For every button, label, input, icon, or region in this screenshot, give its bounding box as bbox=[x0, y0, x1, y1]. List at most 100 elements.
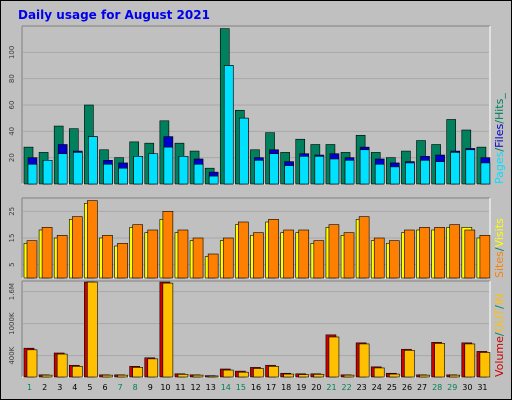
ytick-label-hits-files-pages: 100 bbox=[8, 46, 16, 59]
ytick-label-hits-files-pages: 20 bbox=[8, 153, 16, 162]
legend-entry: / bbox=[493, 148, 506, 152]
bar-hits-files-pages-pages-day-26 bbox=[405, 162, 415, 185]
bar-volume-out-day-7 bbox=[117, 374, 128, 378]
bar-hits-files-pages-pages-day-15 bbox=[239, 117, 249, 185]
day-label-24: 24 bbox=[372, 383, 382, 392]
day-label-13: 13 bbox=[206, 383, 216, 392]
bar-visits-sites-sites-day-14 bbox=[222, 237, 234, 279]
bar-hits-files-pages-pages-day-10 bbox=[163, 146, 174, 185]
bar-visits-sites-sites-day-3 bbox=[56, 235, 68, 279]
bar-visits-sites-sites-day-27 bbox=[419, 227, 430, 279]
bar-visits-sites-sites-day-2 bbox=[41, 227, 53, 279]
bar-hits-files-pages-pages-day-17 bbox=[269, 153, 279, 185]
bar-hits-files-pages-pages-day-3 bbox=[57, 153, 68, 185]
legend-entry: Volume bbox=[493, 336, 506, 377]
bar-volume-out-day-5 bbox=[87, 281, 98, 378]
day-label-15: 15 bbox=[236, 383, 246, 392]
bar-visits-sites-sites-day-31 bbox=[479, 235, 491, 279]
bar-visits-sites-sites-day-8 bbox=[132, 224, 143, 279]
day-label-7: 7 bbox=[118, 383, 123, 392]
bar-hits-files-pages-pages-day-8 bbox=[133, 156, 143, 185]
bar-hits-files-pages-pages-day-28 bbox=[435, 161, 445, 185]
bar-volume-out-day-10 bbox=[162, 282, 174, 378]
bar-visits-sites-sites-day-25 bbox=[389, 240, 400, 279]
legend-entry: / bbox=[493, 120, 506, 124]
legend-entry: Sites bbox=[493, 251, 506, 278]
bar-hits-files-pages-pages-day-9 bbox=[148, 153, 159, 185]
day-label-4: 4 bbox=[72, 383, 77, 392]
bar-volume-out-day-13 bbox=[207, 375, 219, 378]
bar-visits-sites-sites-day-7 bbox=[117, 243, 128, 279]
legend-entry: OUT bbox=[493, 309, 506, 333]
day-label-26: 26 bbox=[402, 383, 412, 392]
day-label-20: 20 bbox=[311, 383, 321, 392]
bar-volume-out-day-26 bbox=[404, 350, 415, 378]
bar-volume-out-day-24 bbox=[373, 367, 385, 378]
ytick-label-volume: 1000K bbox=[8, 312, 16, 335]
bar-volume-out-day-25 bbox=[389, 373, 400, 378]
bar-visits-sites-sites-day-23 bbox=[358, 216, 370, 279]
ytick-label-visits-sites: 5 bbox=[8, 262, 16, 266]
day-label-25: 25 bbox=[387, 383, 397, 392]
ytick-label-hits-files-pages: 40 bbox=[8, 127, 16, 136]
bar-hits-files-pages-pages-day-30 bbox=[465, 149, 476, 185]
legend-entry: _ bbox=[493, 93, 506, 100]
bar-visits-sites-sites-day-11 bbox=[177, 229, 189, 279]
bar-visits-sites-sites-day-17 bbox=[268, 219, 279, 279]
bar-volume-out-day-4 bbox=[71, 366, 83, 378]
ytick-label-volume: 1.6M bbox=[8, 283, 16, 300]
day-label-8: 8 bbox=[133, 383, 138, 392]
bar-visits-sites-sites-day-22 bbox=[343, 232, 355, 279]
chart-title: Daily usage for August 2021 bbox=[18, 8, 210, 22]
bar-visits-sites-sites-day-16 bbox=[253, 232, 264, 279]
day-label-23: 23 bbox=[357, 383, 367, 392]
legend-entry: Pages bbox=[493, 151, 506, 184]
day-label-6: 6 bbox=[102, 383, 107, 392]
bar-volume-out-day-22 bbox=[343, 374, 355, 378]
bar-hits-files-pages-pages-day-22 bbox=[344, 160, 355, 185]
bar-hits-files-pages-pages-day-11 bbox=[178, 156, 189, 185]
bar-hits-files-pages-pages-day-14 bbox=[223, 65, 234, 185]
day-label-31: 31 bbox=[477, 383, 487, 392]
bar-visits-sites-sites-day-21 bbox=[328, 224, 340, 279]
day-label-29: 29 bbox=[447, 383, 457, 392]
day-label-19: 19 bbox=[296, 383, 306, 392]
day-label-3: 3 bbox=[57, 383, 62, 392]
bar-hits-files-pages-pages-day-20 bbox=[314, 156, 325, 185]
ytick-label-visits-sites: 25 bbox=[8, 207, 16, 216]
bar-visits-sites-sites-day-18 bbox=[283, 229, 294, 279]
legend-volume: Volume/OUT/IN bbox=[493, 294, 506, 377]
bar-volume-out-day-31 bbox=[479, 352, 491, 378]
day-label-14: 14 bbox=[221, 383, 231, 392]
bar-volume-out-day-20 bbox=[313, 374, 325, 378]
bar-visits-sites-sites-day-19 bbox=[298, 229, 310, 279]
bar-visits-sites-sites-day-15 bbox=[238, 221, 249, 279]
bar-volume-out-day-3 bbox=[56, 353, 68, 378]
bar-volume-out-day-19 bbox=[298, 374, 310, 378]
ytick-label-hits-files-pages: 80 bbox=[8, 74, 16, 83]
legend-entry: IN bbox=[493, 294, 506, 305]
bar-hits-files-pages-pages-day-2 bbox=[42, 160, 53, 185]
bar-hits-files-pages-pages-day-5 bbox=[88, 136, 98, 185]
legend-entry: / bbox=[493, 305, 506, 309]
bar-hits-files-pages-pages-day-16 bbox=[254, 160, 264, 185]
bar-volume-out-day-16 bbox=[253, 368, 264, 378]
day-label-30: 30 bbox=[462, 383, 472, 392]
bar-volume-out-day-30 bbox=[464, 343, 476, 378]
ytick-label-visits-sites: 15 bbox=[8, 234, 16, 243]
day-label-21: 21 bbox=[326, 383, 336, 392]
day-label-11: 11 bbox=[175, 383, 185, 392]
bar-volume-out-day-1 bbox=[26, 349, 38, 378]
day-label-2: 2 bbox=[42, 383, 47, 392]
bar-visits-sites-sites-day-4 bbox=[71, 216, 83, 279]
ytick-label-volume: 400K bbox=[8, 346, 16, 364]
bar-volume-out-day-18 bbox=[283, 373, 294, 378]
bar-visits-sites-sites-day-9 bbox=[147, 229, 159, 279]
legend-entry: Visits bbox=[493, 218, 506, 247]
bar-visits-sites-sites-day-12 bbox=[192, 237, 204, 279]
bar-volume-out-day-2 bbox=[41, 374, 53, 378]
legend-entry: Files bbox=[493, 123, 506, 147]
legend-entry: Hits bbox=[493, 98, 506, 120]
bar-hits-files-pages-pages-day-13 bbox=[208, 175, 219, 185]
